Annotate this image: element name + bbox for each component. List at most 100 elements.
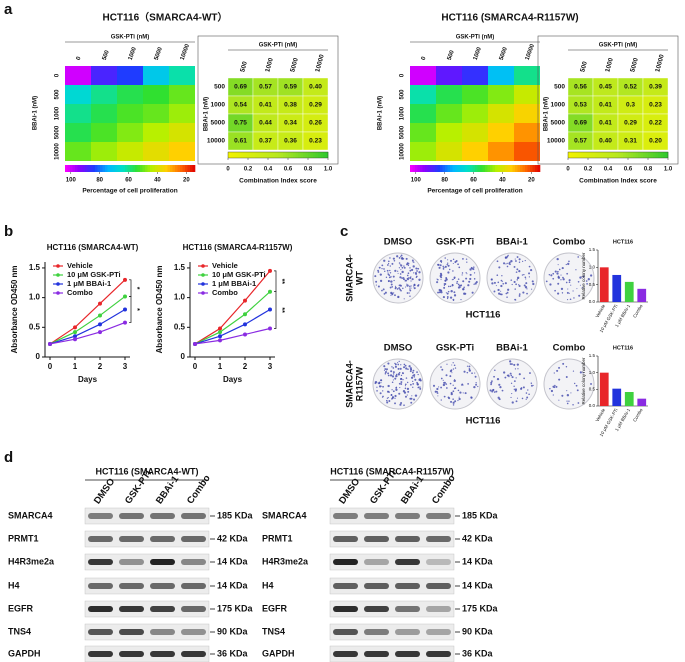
colorbar-segment: [90, 165, 93, 172]
colony: [452, 401, 455, 404]
legend-marker: [56, 291, 60, 295]
colony: [504, 376, 507, 379]
colorbar-segment: [150, 165, 153, 172]
series-point: [123, 307, 127, 312]
colorbar-segment: [228, 152, 231, 158]
series-line: [49, 308, 126, 345]
heatmap-cell: [462, 142, 488, 161]
colorbar-segment: [437, 165, 441, 172]
row-label: 500: [55, 89, 61, 100]
ci-value-label: 0.57: [574, 138, 587, 145]
colorbar-segment: [615, 152, 619, 158]
colony: [380, 382, 382, 384]
colony: [582, 372, 584, 374]
colony: [585, 280, 588, 282]
colorbar-segment: [487, 165, 491, 172]
bar: [599, 372, 609, 406]
heatmap-cell: [143, 85, 169, 104]
colorbar-tick-label: 20: [528, 178, 535, 184]
series-line: [194, 327, 271, 345]
lane-label: DMSO: [337, 477, 362, 507]
colorbar-segment: [465, 165, 468, 172]
condition-label: Combo: [553, 237, 586, 248]
protein-label: PRMT1: [8, 533, 39, 543]
chart-title: HCT116 (SMARCA4-WT): [47, 243, 139, 252]
colony: [399, 276, 402, 279]
colony: [458, 266, 461, 269]
blot-strip: [84, 507, 210, 525]
colony: [440, 386, 443, 389]
colorbar-segment: [497, 165, 501, 172]
colony: [446, 297, 449, 300]
colony: [404, 286, 407, 288]
colony: [390, 370, 393, 373]
colorbar-segment: [643, 152, 646, 158]
colony: [497, 396, 500, 399]
band: [333, 629, 358, 635]
colony: [509, 360, 512, 363]
heatmap-cell: [117, 66, 143, 85]
colony: [474, 375, 477, 378]
colorbar-segment: [457, 165, 461, 172]
heatmap-cell: [169, 142, 195, 161]
band: [333, 559, 358, 565]
colony: [385, 368, 388, 371]
colorbar-segment: [305, 152, 309, 158]
colony: [497, 288, 500, 292]
colony: [394, 365, 397, 368]
condition-label: BBAi-1: [496, 237, 528, 248]
colony: [394, 394, 397, 398]
colony: [397, 367, 400, 370]
colony: [515, 260, 517, 262]
colony: [390, 294, 392, 296]
series-point: [243, 322, 247, 327]
colony: [462, 288, 465, 291]
y-tick-label: 1.5: [29, 263, 41, 272]
colony: [581, 287, 584, 289]
colony: [524, 259, 526, 262]
colony: [378, 382, 381, 385]
colony: [375, 280, 378, 283]
colony: [383, 259, 386, 262]
colony: [558, 399, 560, 401]
heatmap-cell: [462, 85, 488, 104]
colony: [442, 383, 446, 387]
colony: [457, 389, 460, 392]
colorbar-segment: [658, 152, 661, 158]
colorbar-segment: [190, 165, 193, 172]
colony: [393, 259, 396, 262]
colony: [500, 279, 503, 282]
size-label: 42 KDa: [217, 533, 249, 543]
colony: [501, 275, 503, 277]
ci-value-label: 0.29: [624, 120, 637, 127]
colony: [511, 376, 514, 379]
colony: [437, 263, 440, 266]
colony: [451, 279, 453, 281]
colorbar-segment: [278, 152, 281, 158]
protein-label: H4: [8, 580, 20, 590]
colorbar-segment: [152, 165, 156, 172]
colorbar-segment: [480, 165, 483, 172]
colony: [398, 267, 400, 269]
colorbar-segment: [417, 165, 421, 172]
colony: [589, 274, 593, 277]
colony: [400, 374, 403, 377]
colorbar-tick-label: 60: [125, 178, 132, 184]
lane-label: Combo: [185, 473, 213, 506]
colorbar-segment: [460, 165, 463, 172]
colorbar-tick-label: 1.0: [324, 167, 333, 173]
legend-label: Vehicle: [67, 261, 93, 270]
colony: [452, 384, 454, 386]
legend-label: 1 μM BBAi-1: [212, 279, 256, 288]
colorbar-segment: [112, 165, 116, 172]
colorbar-segment: [430, 165, 433, 172]
blot-strip: [84, 553, 210, 571]
colorbar-segment: [505, 165, 508, 172]
colony: [502, 282, 505, 285]
colony: [586, 282, 588, 285]
chart-title: HCT116 (SMARCA4-R1157W): [183, 243, 293, 252]
legend-marker: [201, 273, 205, 277]
colony: [410, 268, 414, 272]
colony: [443, 395, 446, 398]
protein-label: GAPDH: [262, 648, 295, 658]
